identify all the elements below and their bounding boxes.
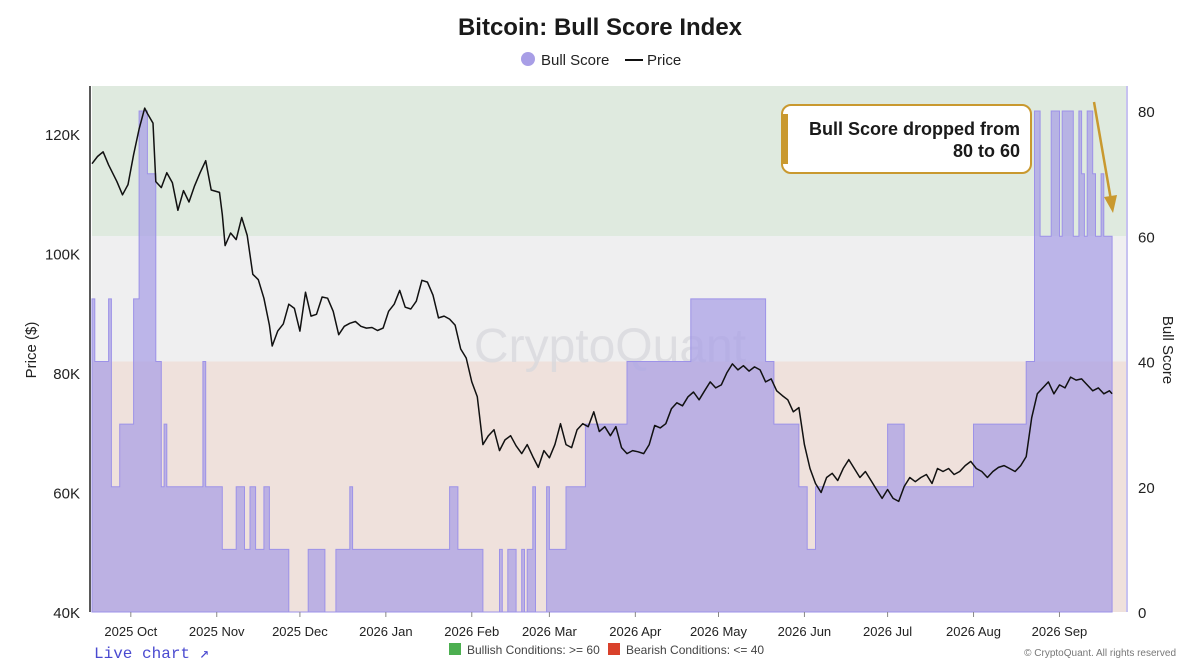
annotation-box [781, 104, 1032, 174]
legend-price-label: Price [647, 52, 681, 69]
annotation-arrow-head [1104, 195, 1117, 213]
bull-score-area [91, 110, 1113, 613]
x-tick-label: 2025 Nov [189, 624, 245, 639]
right-tick-label: 60 [1138, 229, 1155, 246]
x-tick-label: 2025 Dec [272, 624, 328, 639]
left-tick-label: 100K [45, 246, 80, 263]
annotation-line-1: Bull Score dropped from [809, 119, 1020, 139]
x-tick-label: 2025 Oct [104, 624, 157, 639]
bearish-legend-swatch [608, 643, 620, 655]
left-tick-label: 40K [53, 605, 80, 622]
left-tick-label: 80K [53, 366, 80, 383]
axes: 40K 60K 80K 100K 120K 0 20 40 60 80 2025 Oct 2025 N… [45, 86, 1155, 639]
x-tick-label: 2026 Sep [1032, 624, 1088, 639]
right-tick-label: 0 [1138, 605, 1146, 622]
x-tick-label: 2026 Feb [444, 624, 499, 639]
x-tick-label: 2026 Mar [522, 624, 578, 639]
legend-bull-score-label: Bull Score [541, 52, 609, 69]
zone-legend: Bullish Conditions: >= 60 Bearish Condit… [449, 643, 764, 657]
left-tick-label: 120K [45, 127, 80, 144]
x-tick-label: 2026 Apr [609, 624, 662, 639]
x-tick-label: 2026 Jun [778, 624, 832, 639]
legend-bull-score-marker [521, 52, 535, 66]
right-axis-title: Bull Score [1159, 316, 1176, 384]
x-tick-label: 2026 Aug [946, 624, 1001, 639]
annotation-arrow-shaft [1092, 101, 1114, 207]
right-tick-label: 20 [1138, 480, 1155, 497]
chart-title: Bitcoin: Bull Score Index [458, 14, 743, 41]
price-line [91, 107, 1113, 503]
x-tick-label: 2026 Jan [359, 624, 413, 639]
x-tick-label: 2026 May [690, 624, 748, 639]
bullish-legend-label: Bullish Conditions: >= 60 [467, 643, 600, 657]
copyright-text: © CryptoQuant. All rights reserved [1024, 648, 1176, 659]
right-tick-label: 40 [1138, 355, 1155, 372]
bearish-legend-label: Bearish Conditions: <= 40 [626, 643, 764, 657]
legend: Bull Score Price [521, 52, 681, 69]
left-tick-label: 60K [53, 485, 80, 502]
right-tick-label: 80 [1138, 104, 1155, 121]
annotation-accent-bar [782, 114, 788, 164]
left-axis-title: Price ($) [23, 322, 40, 379]
annotation-line-2: 80 to 60 [953, 141, 1020, 161]
annotation: Bull Score dropped from 80 to 60 [781, 101, 1117, 213]
x-tick-label: 2026 Jul [863, 624, 912, 639]
bullish-legend-swatch [449, 643, 461, 655]
live-chart-link[interactable]: Live chart ↗ [94, 645, 210, 663]
